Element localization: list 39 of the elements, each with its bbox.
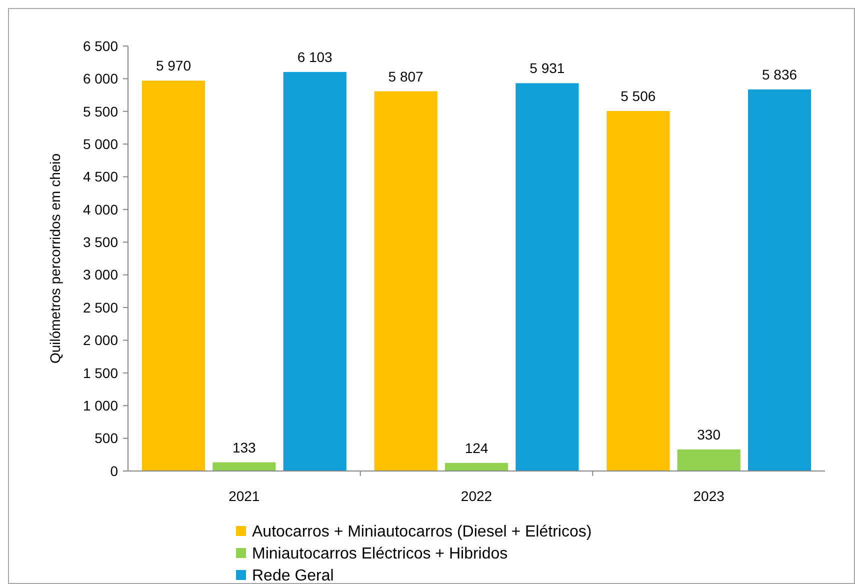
- bar: [212, 462, 276, 471]
- bar: [516, 83, 579, 471]
- bar: [444, 462, 508, 471]
- bar: [283, 72, 346, 471]
- y-tick-label: 1 500: [82, 364, 118, 381]
- bar: [748, 89, 812, 471]
- data-label: 5 506: [620, 88, 656, 104]
- y-tick-label: 4 500: [82, 168, 118, 185]
- data-label: 5 970: [156, 58, 192, 74]
- y-tick-label: 0: [110, 462, 118, 479]
- y-axis-title: Quilómetros percorridos em cheio: [47, 153, 63, 364]
- data-label: 6 103: [297, 48, 333, 65]
- y-tick-label: 500: [94, 430, 118, 446]
- legend-label: Autocarros + Miniautocarros (Diesel + Elétricos): [252, 524, 592, 541]
- data-label: 5 836: [762, 66, 798, 82]
- legend-label: Rede Geral: [252, 568, 334, 584]
- bar: [677, 449, 740, 471]
- y-tick-label: 3 000: [82, 266, 118, 283]
- y-tick-label: 6 500: [82, 38, 118, 54]
- y-tick-label: 5 500: [82, 103, 118, 120]
- y-tick-label: 3 500: [82, 234, 118, 250]
- y-tick-label: 4 000: [82, 201, 118, 218]
- x-tick-label: 2023: [693, 488, 725, 504]
- y-tick-label: 2 000: [82, 332, 118, 348]
- y-tick-label: 5 000: [82, 136, 118, 152]
- data-label: 124: [464, 440, 488, 456]
- data-label: 330: [697, 426, 721, 442]
- x-tick-label: 2022: [460, 488, 492, 504]
- bar: [142, 80, 206, 471]
- data-label: 5 931: [530, 60, 565, 76]
- data-label: 133: [232, 439, 256, 456]
- y-tick-label: 6 000: [82, 70, 118, 87]
- data-label: 5 807: [388, 68, 424, 84]
- y-tick-label: 1 000: [82, 398, 118, 414]
- x-tick-label: 2021: [228, 488, 260, 504]
- bar: [374, 91, 438, 471]
- legend-label: Miniautocarros Eléctricos + Hibridos: [252, 546, 508, 563]
- y-tick-label: 2 500: [82, 299, 118, 316]
- bar: [606, 110, 670, 471]
